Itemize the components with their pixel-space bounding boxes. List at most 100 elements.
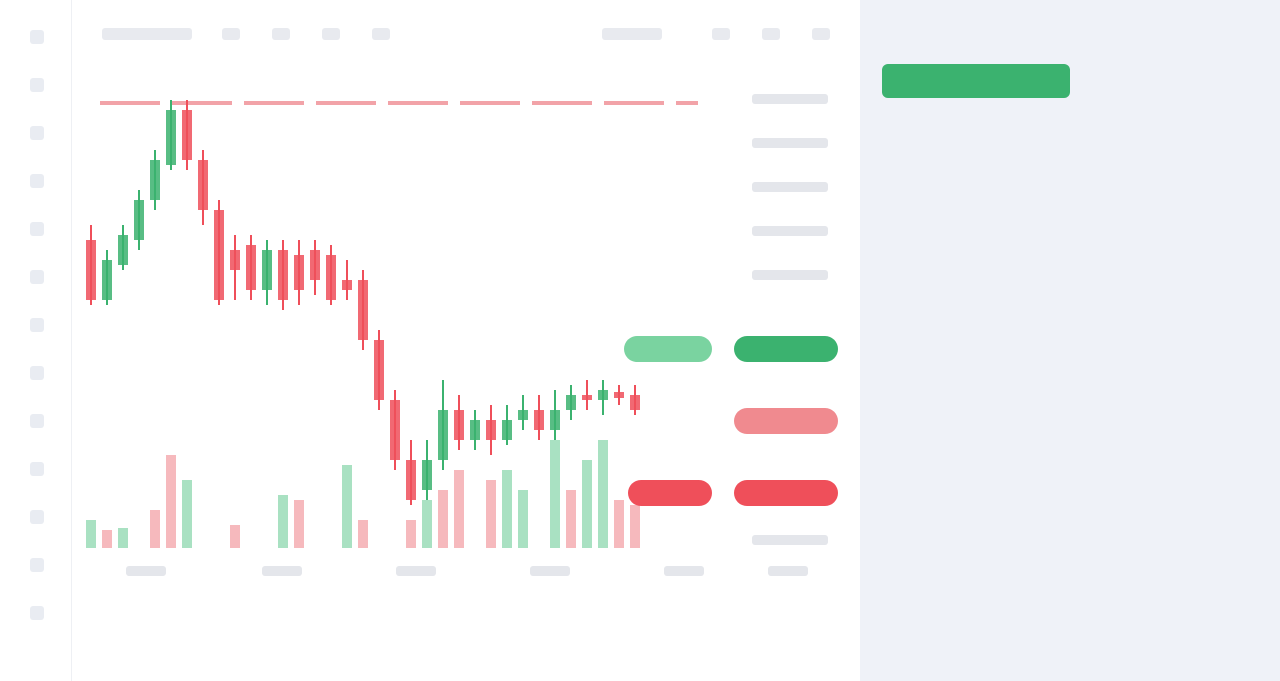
candle-body [566, 395, 576, 410]
price-scale-tick [752, 226, 828, 236]
candle-body [614, 392, 624, 398]
candle-body [118, 235, 128, 265]
candle-body [454, 410, 464, 440]
candle-body [582, 395, 592, 400]
volume-bar [358, 520, 368, 548]
field-value [882, 386, 1212, 402]
price-scale-tick [752, 182, 828, 192]
save-button[interactable] [602, 28, 662, 40]
candle-body [134, 200, 144, 240]
pattern-tool-icon[interactable] [30, 270, 44, 284]
volume-bar [582, 460, 592, 548]
candle-body [550, 410, 560, 430]
price-scale-tick [752, 270, 828, 280]
candle-body [534, 410, 544, 430]
field-value [882, 308, 1212, 324]
settings-tool-icon[interactable] [30, 606, 44, 620]
fib-tool-icon[interactable] [30, 126, 44, 140]
volume-bar [294, 500, 304, 548]
volume-bar [86, 520, 96, 548]
candle-body [598, 390, 608, 400]
volume-bar [342, 465, 352, 548]
volume-bar [454, 470, 464, 548]
volume-bar [150, 510, 160, 548]
candle-body [278, 250, 288, 300]
volume-bar [166, 455, 176, 548]
lock-tool-icon[interactable] [30, 462, 44, 476]
field-label [882, 522, 1212, 538]
volume-bar [118, 528, 128, 548]
volume-bar [422, 500, 432, 548]
chart-area[interactable] [72, 0, 860, 681]
candle-body [406, 460, 416, 500]
indicators-button[interactable] [322, 28, 340, 40]
field-value [882, 152, 1212, 168]
volume-bar [486, 480, 496, 548]
panel-field [882, 288, 1212, 324]
measure-tool-icon[interactable] [30, 318, 44, 332]
volume-bar [598, 440, 608, 548]
price-scale-tick [752, 94, 828, 104]
chart-toolbar [72, 18, 860, 52]
candle-body [262, 250, 272, 290]
candle-body [422, 460, 432, 490]
candle-body [358, 280, 368, 340]
volume-bar [438, 490, 448, 548]
field-value [882, 618, 1212, 634]
field-label [882, 288, 1212, 304]
fullscreen-icon[interactable] [762, 28, 780, 40]
status-badge [882, 64, 1070, 98]
panel-field [882, 598, 1212, 634]
candle-body [326, 255, 336, 300]
chart-type-button[interactable] [272, 28, 290, 40]
trash-tool-icon[interactable] [30, 558, 44, 572]
timeframe-bar [72, 600, 860, 626]
volume-bar [278, 495, 288, 548]
panel-field [882, 132, 1212, 168]
time-axis-tick [396, 566, 436, 576]
candlestick-chart[interactable] [72, 0, 860, 681]
price-scale-tick [752, 138, 828, 148]
candle-body [198, 160, 208, 210]
volume-bar [630, 505, 640, 548]
brush-tool-icon[interactable] [30, 174, 44, 188]
price-tag-stop [734, 408, 838, 434]
time-axis-tick [530, 566, 570, 576]
price-tag-current [734, 336, 838, 362]
cursor-tool-icon[interactable] [30, 30, 44, 44]
hide-tool-icon[interactable] [30, 510, 44, 524]
zoom-tool-icon[interactable] [30, 366, 44, 380]
volume-bar [502, 470, 512, 548]
magnet-tool-icon[interactable] [30, 414, 44, 428]
volume-bar [614, 500, 624, 548]
time-axis-tick [664, 566, 704, 576]
time-axis-tick [262, 566, 302, 576]
price-tag-buy-level [624, 336, 712, 362]
field-label [882, 132, 1212, 148]
candle-body [246, 245, 256, 290]
field-label [882, 598, 1212, 614]
field-label [882, 444, 1212, 460]
candle-body [166, 110, 176, 165]
trendline-tool-icon[interactable] [30, 78, 44, 92]
panel-field [882, 210, 1212, 246]
settings-icon[interactable] [712, 28, 730, 40]
volume-bar [182, 480, 192, 548]
drawing-toolbar [0, 0, 72, 681]
candle-body [486, 420, 496, 440]
candle-body [518, 410, 528, 420]
candle-body [390, 400, 400, 460]
panel-field [882, 444, 1212, 480]
candle-body [86, 240, 96, 300]
panel-field [882, 522, 1212, 558]
alert-button[interactable] [372, 28, 390, 40]
text-tool-icon[interactable] [30, 222, 44, 236]
interval-button[interactable] [222, 28, 240, 40]
candle-body [374, 340, 384, 400]
field-label [882, 366, 1212, 382]
screenshot-icon[interactable] [812, 28, 830, 40]
details-panel [860, 0, 1280, 681]
price-tag-sell-level [628, 480, 712, 506]
symbol-search-button[interactable] [102, 28, 192, 40]
